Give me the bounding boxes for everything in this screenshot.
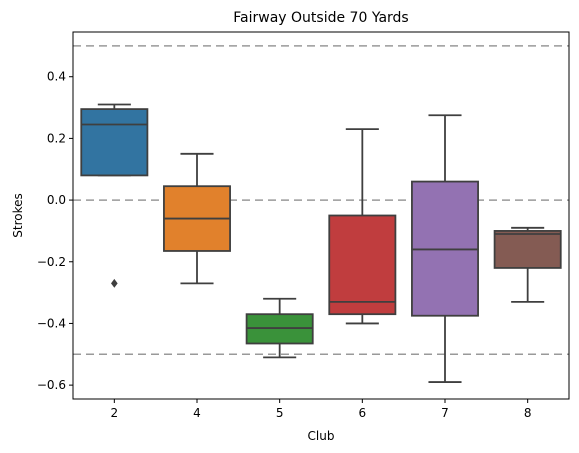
y-tick-label: −0.6 [37, 378, 66, 392]
y-tick-label: −0.4 [37, 316, 66, 330]
x-tick-label: 2 [111, 406, 119, 420]
x-tick-label: 8 [524, 406, 532, 420]
x-tick-label: 7 [441, 406, 449, 420]
chart-title: Fairway Outside 70 Yards [233, 10, 408, 26]
box-club-4 [163, 152, 231, 285]
axes-frame [72, 31, 570, 400]
outlier-point [111, 278, 118, 288]
y-tick-label: −0.2 [37, 255, 66, 269]
x-axis-label: Club [308, 429, 335, 443]
box-club-5 [245, 297, 314, 359]
box-club-2 [80, 103, 149, 288]
box-iqr [328, 214, 397, 316]
y-axis-label: Strokes [11, 193, 25, 238]
y-tick-label: 0.0 [47, 193, 66, 207]
y-tick-label: 0.4 [47, 70, 66, 84]
box-iqr [493, 230, 562, 269]
plot-area: −0.6 −0.4 −0.2 0.0 0.2 0.4 2 4 5 6 7 8 [37, 31, 570, 420]
x-tick-label: 4 [193, 406, 201, 420]
box-club-8 [493, 226, 562, 303]
x-tick-label: 6 [359, 406, 367, 420]
box-club-7 [411, 114, 479, 383]
box-iqr [80, 108, 149, 177]
y-tick-label: 0.2 [47, 131, 66, 145]
x-tick-label: 5 [276, 406, 284, 420]
box-club-6 [328, 128, 397, 325]
